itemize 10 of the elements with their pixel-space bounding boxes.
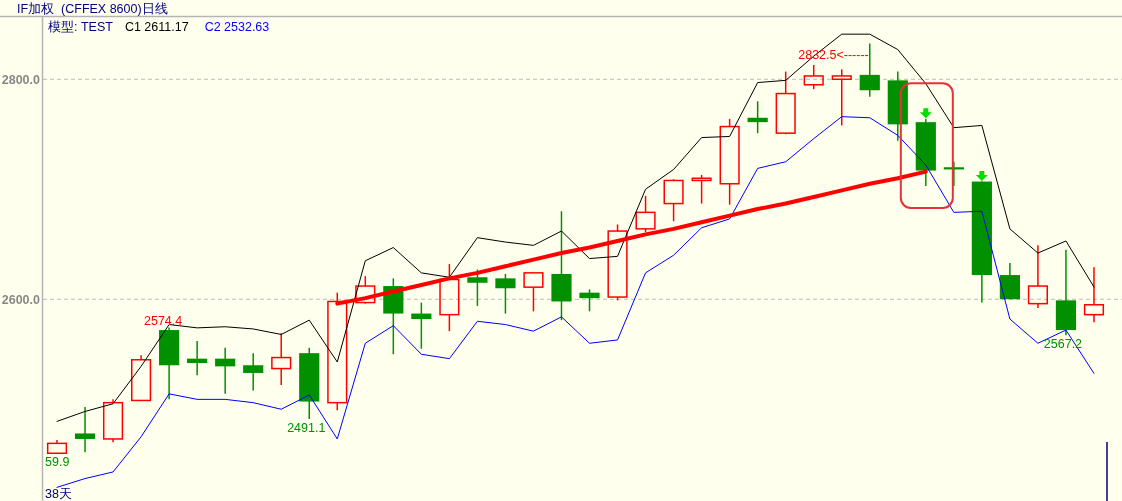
chart-title: IF加权 (CFFEX 8600)日线 — [17, 2, 168, 16]
legend: C1 2611.17 C2 2532.63 — [124, 20, 270, 34]
annotation: 2574.4 — [144, 314, 183, 329]
y-tick-label: 2600.0 — [1, 292, 41, 307]
annotation: 2491.1 — [287, 421, 326, 436]
annotation: 2567.2 — [1043, 337, 1083, 352]
chart-subtitle: 模型: TEST — [48, 20, 114, 34]
y-tick-label: 2800.0 — [1, 72, 41, 87]
annotation: 59.9 — [45, 455, 70, 470]
annotation: 38天 — [45, 487, 72, 501]
